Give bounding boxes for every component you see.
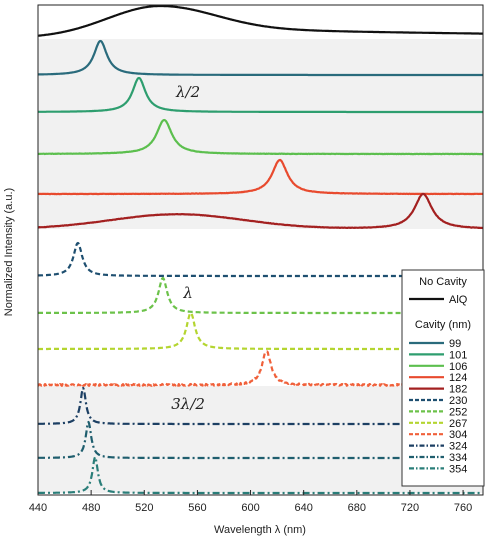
legend-label-106: 106 [449,361,467,373]
series-line-252 [37,276,484,315]
series-line-alq [37,4,484,37]
annotation-2: λ [182,284,193,302]
legend-header-cavity: Cavity (nm) [415,319,471,331]
series-line-354 [37,455,484,495]
legend-label-230: 230 [449,395,467,407]
legend-label-124: 124 [449,372,467,384]
series-line-267 [37,311,484,351]
x-tick-label-720: 720 [401,502,419,514]
legend-label-99: 99 [449,338,461,350]
x-tick-label-560: 560 [188,502,206,514]
x-tick-label-600: 600 [241,502,259,514]
series-line-99 [37,39,484,77]
series-line-106 [37,118,484,156]
legend-label-334: 334 [449,452,467,464]
legend-header-no-cavity: No Cavity [419,276,467,288]
legend-label-304: 304 [449,429,467,441]
x-tick-label-520: 520 [135,502,153,514]
series-line-124 [37,158,484,196]
legend-label-252: 252 [449,406,467,418]
x-tick-label-640: 640 [294,502,312,514]
plot-frame [37,4,484,496]
legend-label-324: 324 [449,441,467,453]
x-tick-label-680: 680 [348,502,366,514]
annotation-3: 3λ/2 [171,395,205,413]
legend-label-182: 182 [449,384,467,396]
series-line-101 [37,76,484,114]
x-axis-ticks: 440 480 520 560 600 640 680 720 760 [29,490,472,514]
mode-annotations: λ/2 λ 3λ/2 [171,83,205,413]
legend-label-101: 101 [449,349,467,361]
background-band-1 [38,39,483,229]
legend-label-alq: AlQ [449,294,468,306]
annotation-1: λ/2 [175,83,200,101]
x-axis-title: Wavelength λ (nm) [214,524,306,536]
series-line-182 [37,192,484,230]
x-tick-label-440: 440 [29,502,47,514]
legend: No Cavity AlQ991011061241822302522673043… [401,269,485,487]
x-tick-label-760: 760 [454,502,472,514]
legend-label-267: 267 [449,418,467,430]
x-tick-label-480: 480 [82,502,100,514]
y-axis-title: Normalized Intensity (a.u.) [3,188,15,316]
legend-label-354: 354 [449,463,467,475]
